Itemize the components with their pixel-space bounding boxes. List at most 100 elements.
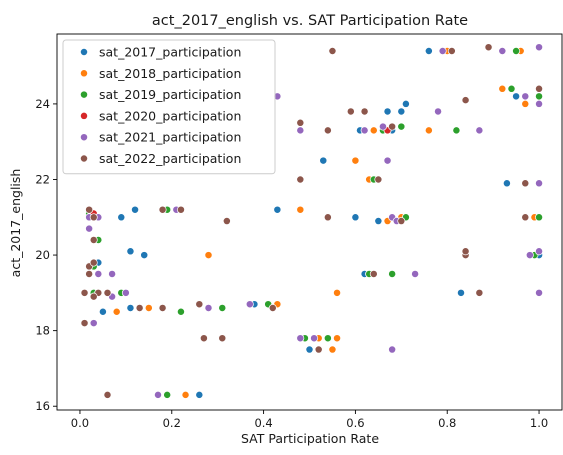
data-point-sat_2021_participation [89, 319, 98, 328]
data-point-sat_2018_participation [498, 84, 507, 93]
data-point-sat_2022_participation [484, 43, 493, 52]
data-point-sat_2022_participation [195, 300, 204, 309]
data-point-sat_2019_participation [512, 47, 521, 55]
data-point-sat_2022_participation [461, 247, 470, 256]
legend-label: sat_2019_participation [99, 87, 241, 102]
data-point-sat_2017_participation [351, 213, 360, 222]
y-axis-label: act_2017_english [8, 169, 23, 278]
data-point-sat_2018_participation [424, 126, 433, 135]
data-point-sat_2022_participation [80, 319, 89, 328]
x-axis-label: SAT Participation Rate [241, 431, 379, 446]
data-point-sat_2017_participation [397, 107, 406, 116]
data-point-sat_2017_participation [126, 247, 135, 256]
y-tick-label: 22 [35, 172, 50, 186]
data-point-sat_2022_participation [461, 96, 470, 105]
data-point-sat_2018_participation [351, 156, 360, 165]
legend-box [62, 39, 276, 175]
data-point-sat_2021_participation [379, 122, 387, 131]
legend-label: sat_2018_participation [99, 66, 241, 81]
data-point-sat_2022_participation [323, 213, 332, 222]
data-point-sat_2019_participation [163, 390, 172, 399]
data-point-sat_2021_participation [154, 390, 162, 399]
data-point-sat_2019_participation [323, 334, 332, 343]
data-point-sat_2022_participation [89, 292, 98, 301]
x-axis: 0.0 0.2 0.4 0.6 0.8 1.0 [71, 410, 548, 430]
data-point-sat_2022_participation [328, 47, 337, 55]
data-point-sat_2021_participation [438, 47, 447, 55]
data-point-sat_2022_participation [158, 304, 167, 312]
x-tick-label: 0.0 [71, 416, 89, 430]
data-point-sat_2017_participation [195, 390, 204, 399]
data-point-sat_2021_participation [245, 300, 254, 309]
data-point-sat_2017_participation [131, 205, 139, 214]
legend-marker [80, 154, 88, 163]
data-point-sat_2022_participation [89, 235, 98, 244]
data-point-sat_2017_participation [273, 205, 282, 214]
legend-label: sat_2020_participation [99, 108, 241, 123]
legend-label: sat_2017_participation [99, 45, 241, 60]
data-point-sat_2022_participation [296, 175, 305, 184]
data-point-sat_2018_participation [181, 390, 190, 399]
data-point-sat_2022_participation [369, 270, 378, 278]
data-point-sat_2017_participation [401, 99, 410, 108]
data-point-sat_2019_participation [535, 92, 543, 101]
data-point-sat_2019_participation [177, 307, 185, 316]
data-point-sat_2018_participation [144, 304, 153, 312]
plot-area [56, 33, 563, 411]
data-point-sat_2018_participation [521, 99, 530, 108]
data-point-sat_2017_participation [117, 213, 126, 222]
y-tick-label: 16 [35, 399, 50, 413]
data-point-sat_2022_participation [388, 122, 397, 131]
data-point-sat_2017_participation [140, 251, 149, 260]
data-point-sat_2021_participation [388, 345, 397, 354]
x-tick-label: 0.8 [438, 416, 456, 430]
data-point-sat_2021_participation [535, 288, 543, 297]
data-point-sat_2017_participation [374, 217, 383, 226]
data-point-sat_2021_participation [535, 43, 543, 52]
data-point-sat_2017_participation [126, 304, 135, 312]
data-point-sat_2017_participation [457, 288, 465, 297]
data-point-sat_2022_participation [89, 213, 98, 222]
data-point-sat_2018_participation [333, 288, 341, 297]
legend-marker [80, 133, 88, 142]
data-point-sat_2019_participation [535, 213, 543, 222]
data-point-sat_2022_participation [103, 288, 112, 297]
data-point-sat_2022_participation [374, 175, 383, 184]
data-point-sat_2022_participation [535, 84, 543, 93]
data-point-sat_2022_participation [222, 217, 231, 226]
data-point-sat_2022_participation [85, 205, 94, 214]
data-point-sat_2022_participation [314, 345, 323, 354]
data-point-sat_2021_participation [383, 156, 392, 165]
data-point-sat_2022_participation [85, 270, 94, 278]
data-point-sat_2017_participation [319, 156, 328, 165]
data-point-sat_2018_participation [333, 334, 341, 343]
data-point-sat_2019_participation [388, 270, 397, 278]
data-point-sat_2021_participation [525, 251, 534, 260]
y-tick-label: 20 [35, 248, 50, 262]
data-point-sat_2018_participation [328, 345, 337, 354]
data-point-sat_2019_participation [218, 304, 227, 312]
data-point-sat_2021_participation [475, 126, 484, 135]
y-tick-label: 18 [35, 324, 50, 338]
data-point-sat_2021_participation [296, 334, 305, 343]
data-point-sat_2019_participation [397, 122, 406, 131]
data-point-sat_2022_participation [135, 304, 144, 312]
data-point-sat_2021_participation [535, 179, 543, 188]
data-point-sat_2021_participation [535, 247, 543, 256]
data-point-sat_2022_participation [397, 217, 406, 226]
data-point-sat_2017_participation [502, 179, 511, 188]
data-points [80, 43, 543, 399]
data-point-sat_2017_participation [383, 107, 392, 116]
y-axis: 16 18 20 22 24 [35, 97, 57, 413]
legend-marker [80, 90, 88, 99]
data-point-sat_2022_participation [360, 107, 369, 116]
data-point-sat_2017_participation [305, 345, 314, 354]
data-point-sat_2022_participation [268, 304, 277, 312]
data-point-sat_2022_participation [346, 107, 355, 116]
data-point-sat_2022_participation [218, 334, 227, 343]
x-tick-label: 0.6 [346, 416, 364, 430]
data-point-sat_2022_participation [521, 213, 530, 222]
data-point-sat_2022_participation [475, 288, 484, 297]
data-point-sat_2021_participation [360, 126, 369, 135]
